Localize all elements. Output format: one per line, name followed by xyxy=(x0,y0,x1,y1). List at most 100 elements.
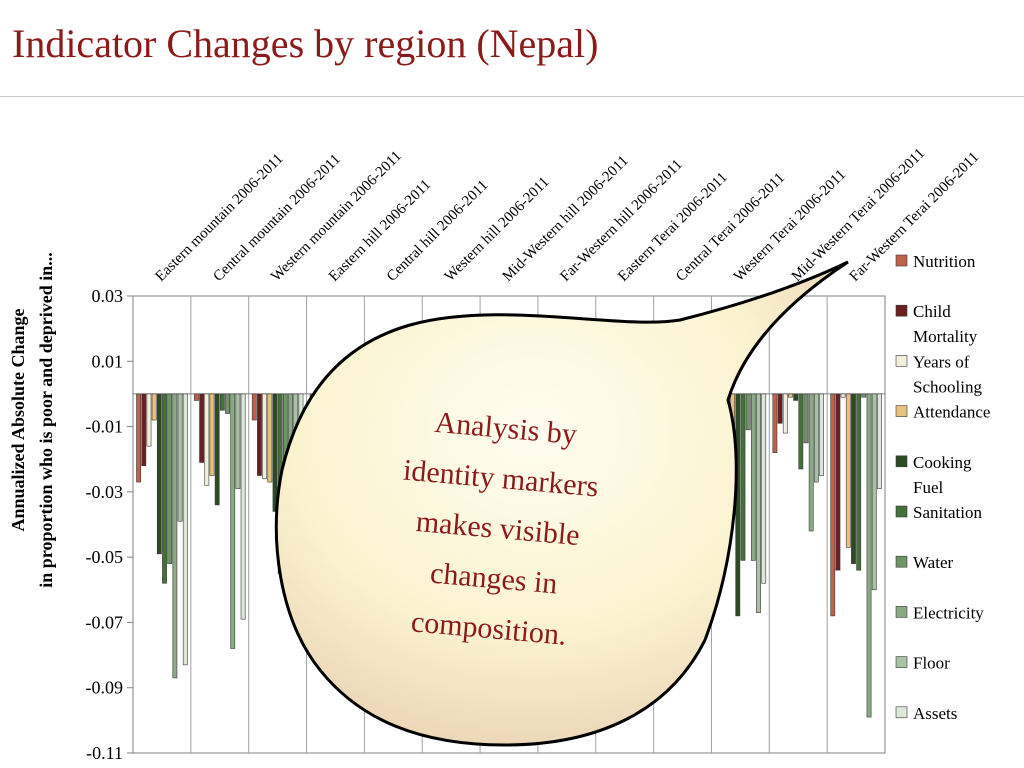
bar xyxy=(866,393,872,718)
bar xyxy=(750,393,756,561)
bar xyxy=(214,393,220,506)
legend-item: Attendance xyxy=(895,403,990,422)
y-tick-label: -0.05 xyxy=(86,547,124,567)
legend-swatch xyxy=(895,455,908,468)
legend-label: Electricity xyxy=(913,603,984,622)
bar xyxy=(204,393,210,486)
bar xyxy=(219,393,225,411)
bar xyxy=(777,393,783,424)
legend-item: Cooking Fuel xyxy=(895,453,972,497)
bar xyxy=(793,393,799,401)
legend-label: Sanitation xyxy=(913,503,982,522)
legend-swatch xyxy=(895,254,908,267)
bar xyxy=(745,393,751,431)
bar xyxy=(840,393,846,398)
bar xyxy=(798,393,804,470)
bar xyxy=(257,393,262,476)
bar xyxy=(851,393,856,564)
legend: Nutrition Child Mortality Years of Schooling… xyxy=(895,252,990,723)
bar xyxy=(225,393,230,414)
bar xyxy=(262,393,268,480)
category-label: Eastern hill 2006-2011 xyxy=(326,177,434,285)
plot-border xyxy=(132,295,886,754)
bar xyxy=(240,393,246,620)
bar xyxy=(845,393,851,548)
title-divider xyxy=(0,96,1024,97)
legend-item: Assets xyxy=(895,704,957,723)
y-axis-title: Annualized Absolute Change in proportion … xyxy=(8,252,56,587)
category-label: Central Terai 2006-2011 xyxy=(673,170,788,285)
category-label: Far-Western hill 2006-2011 xyxy=(557,157,685,285)
bar xyxy=(151,393,157,421)
legend-label: Nutrition xyxy=(913,252,976,271)
y-tick-label: -0.07 xyxy=(86,612,124,632)
category-label: Eastern Terai 2006-2011 xyxy=(615,169,730,284)
bar xyxy=(830,393,836,617)
legend-label: Floor xyxy=(913,654,950,673)
bar xyxy=(756,393,761,613)
category-label: Central hill 2006-2011 xyxy=(384,177,492,285)
y-tick-label: -0.01 xyxy=(86,417,124,437)
legend-swatch xyxy=(895,706,908,719)
legend-item: Nutrition xyxy=(895,252,976,271)
bar xyxy=(819,393,824,476)
legend-item: Years of Schooling xyxy=(895,352,982,396)
legend-label: Mortality xyxy=(913,327,978,346)
y-tick-label: 0.01 xyxy=(92,351,124,371)
y-tick-label: -0.03 xyxy=(86,482,124,502)
bar xyxy=(177,393,183,522)
category-label: Western Terai 2006-2011 xyxy=(731,167,849,285)
bar xyxy=(251,393,257,421)
legend-swatch xyxy=(895,355,908,367)
bar xyxy=(735,393,741,617)
bar xyxy=(235,393,241,489)
bar xyxy=(194,393,199,401)
legend-label: Years of xyxy=(913,352,970,371)
bar xyxy=(871,393,877,591)
bar xyxy=(230,393,236,649)
legend-label: Fuel xyxy=(913,478,944,497)
bar xyxy=(808,393,814,532)
callout-shape xyxy=(274,260,849,747)
legend-swatch xyxy=(895,555,908,568)
bar xyxy=(877,393,882,489)
category-label: Western hill 2006-2011 xyxy=(442,174,553,285)
legend-item: Child Mortality xyxy=(895,302,978,346)
legend-label: Cooking xyxy=(913,453,972,472)
bar xyxy=(761,393,767,584)
bar xyxy=(272,393,278,512)
legend-label: Schooling xyxy=(913,377,982,396)
y-tick-label: 0.03 xyxy=(92,286,124,306)
bar xyxy=(267,393,273,483)
bar xyxy=(209,393,215,476)
legend-label: Water xyxy=(913,553,953,572)
bar xyxy=(172,393,178,679)
bar xyxy=(156,393,162,555)
y-tick-label: -0.11 xyxy=(86,743,123,763)
legend-item: Electricity xyxy=(895,603,984,622)
bar xyxy=(782,393,788,434)
bar xyxy=(146,393,152,447)
y-axis: 0.03 0.01 -0.01 -0.03 -0.05 -0.07 -0.09 -0.11 xyxy=(86,286,133,763)
legend-swatch xyxy=(895,606,908,618)
page-title: Indicator Changes by region (Nepal) xyxy=(12,21,599,66)
legend-swatch xyxy=(895,505,908,518)
legend-item: Water xyxy=(895,553,953,572)
legend-swatch xyxy=(895,405,908,417)
bar xyxy=(136,393,141,483)
bar xyxy=(803,393,809,444)
bar xyxy=(199,393,205,463)
bar xyxy=(141,393,147,467)
legend-label: Child xyxy=(913,302,951,321)
bar xyxy=(856,393,862,571)
bar xyxy=(167,393,173,564)
legend-label: Attendance xyxy=(913,403,990,422)
bar xyxy=(788,393,793,398)
bar xyxy=(162,393,167,584)
y-axis-title-line: in proportion who is poor and deprived i… xyxy=(36,252,56,587)
bar xyxy=(182,393,188,666)
legend-swatch xyxy=(895,304,908,317)
y-axis-title-line: Annualized Absolute Change xyxy=(8,308,28,531)
bar xyxy=(740,393,746,561)
